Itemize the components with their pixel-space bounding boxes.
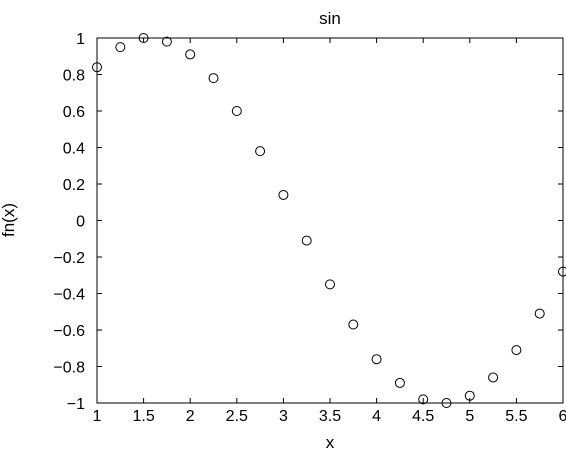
y-tick-label: 1 [76,31,85,48]
y-tick-label: −0.4 [53,287,85,304]
x-tick-label: 3 [279,408,288,425]
data-point [185,49,196,60]
data-point [325,279,335,290]
data-point [348,319,359,330]
data-point [208,73,219,84]
x-axis-label: x [326,433,335,452]
data-point [231,106,242,116]
data-point [558,266,566,277]
y-tick-label: −0.2 [53,250,85,267]
x-tick-label: 2.5 [226,408,248,425]
data-point [488,372,499,383]
data-point [115,42,126,53]
x-axis-tick-labels: 1 1.5 2 2.5 3 3.5 4 4.5 5 5.5 6 [93,408,566,425]
x-tick-label: 4 [372,408,381,425]
x-tick-label: 1.5 [132,408,154,425]
y-axis-ticks [97,37,563,404]
y-tick-label: −0.8 [53,360,85,377]
y-tick-label: 0.2 [63,177,85,194]
x-tick-label: 3.5 [319,408,341,425]
x-axis-ticks [96,38,564,403]
x-tick-label: 5.5 [505,408,527,425]
x-tick-label: 4.5 [412,408,434,425]
data-point [511,345,522,356]
x-tick-label: 2 [186,408,195,425]
data-point [371,354,382,365]
data-point [534,308,545,319]
x-tick-label: 6 [559,408,566,425]
y-tick-label: −1 [67,396,85,413]
y-tick-label: 0.4 [63,141,85,158]
x-tick-label: 1 [93,408,102,425]
plot-frame [96,37,564,404]
data-point [255,146,266,157]
data-point [418,394,429,405]
data-point [138,33,149,43]
y-tick-label: 0.8 [63,68,85,85]
data-point [301,235,312,246]
y-tick-label: −0.6 [53,323,85,340]
data-point [161,36,172,47]
chart-title: sin [319,9,341,28]
data-points [92,33,566,408]
x-tick-label: 5 [465,408,474,425]
data-point [394,377,405,388]
y-axis-label: fn(x) [0,203,18,237]
data-point [441,398,452,408]
data-point [92,62,102,73]
data-point [464,390,475,401]
data-point [278,189,289,200]
y-tick-label: 0.6 [63,104,85,121]
y-tick-label: 0 [76,214,85,231]
y-axis-tick-labels: −1 −0.8 −0.6 −0.4 −0.2 0 0.2 0.4 0.6 0.8 1 [53,31,85,413]
